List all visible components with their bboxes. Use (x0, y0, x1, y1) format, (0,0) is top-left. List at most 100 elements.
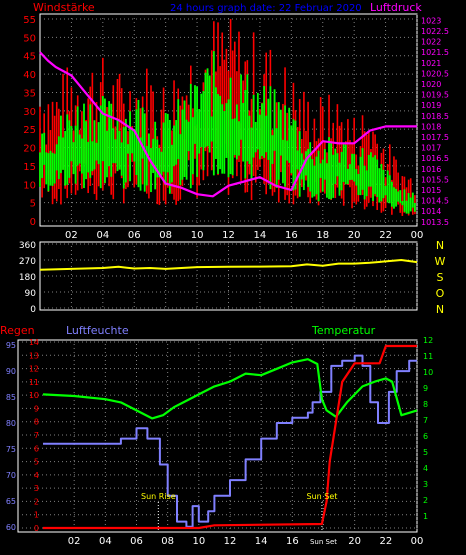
compass-label: N (436, 303, 444, 316)
pressure-line (39, 51, 417, 198)
x-tick-label: Sun Set (310, 538, 337, 546)
pressure-tick-label: 1021.5 (421, 48, 449, 57)
rain-tick-label: 5 (34, 458, 39, 467)
rain-tick-label: 7 (34, 431, 39, 440)
x-tick-label: 06 (128, 230, 141, 241)
rain-tick-label: 4 (34, 471, 39, 480)
x-tick-label: 14 (254, 230, 267, 241)
data-layer (39, 19, 418, 532)
pressure-tick-label: 1017.5 (421, 133, 449, 142)
x-tick-label: 02 (65, 230, 78, 241)
pressure-tick-label: 1014.5 (421, 197, 449, 206)
x-tick-label: 20 (348, 536, 361, 547)
wind-tick-label: 35 (23, 88, 36, 99)
pressure-tick-label: 1021 (421, 59, 441, 68)
humidity-tick-label: 70 (6, 471, 16, 480)
x-tick-label: 10 (192, 536, 205, 547)
x-tick-label: 22 (379, 536, 392, 547)
humidity-tick-label: 60 (6, 523, 16, 532)
wind-tick-label: 10 (23, 180, 36, 191)
compass-label: O (436, 287, 445, 300)
wind-tick-label: 15 (23, 162, 36, 173)
x-tick-label: 18 (316, 230, 329, 241)
direction-tick-label: 360 (19, 241, 36, 251)
x-tick-label: 02 (68, 536, 81, 547)
x-tick-label: 00 (411, 536, 424, 547)
rain-tick-label: 13 (29, 351, 39, 360)
rain-tick-label: 11 (29, 378, 39, 387)
temperature-tick-label: 8 (423, 400, 428, 409)
temperature-axis-title: Temperatur (311, 324, 376, 337)
compass-label: S (437, 271, 444, 284)
pressure-tick-label: 1023 (421, 16, 441, 25)
temperature-line (42, 358, 418, 420)
humidity-tick-label: 85 (6, 393, 16, 402)
rain-line (43, 344, 417, 530)
rain-tick-label: 12 (29, 365, 39, 374)
wind-tick-label: 50 (23, 33, 36, 44)
humidity-tick-label: 90 (6, 367, 16, 376)
pressure-tick-label: 1016 (421, 165, 441, 174)
x-tick-label: 20 (348, 230, 361, 241)
temperature-tick-label: 1 (423, 512, 428, 521)
wind-tick-label: 45 (23, 52, 36, 63)
pressure-tick-label: 1016.5 (421, 154, 449, 163)
x-tick-label: 00 (411, 230, 424, 241)
x-tick-label: 12 (222, 230, 235, 241)
pressure-tick-label: 1017 (421, 144, 441, 153)
pressure-tick-label: 1019 (421, 101, 441, 110)
pressure-axis-title: Luftdruck (370, 1, 422, 14)
rain-tick-label: 0 (34, 524, 39, 533)
temperature-tick-label: 3 (423, 480, 428, 489)
wind-tick-label: 40 (23, 70, 36, 81)
humidity-axis-title: Luftfeuchte (66, 324, 129, 337)
humidity-tick-label: 65 (6, 497, 16, 506)
x-tick-label: 08 (161, 536, 174, 547)
wind-tick-label: 55 (23, 15, 36, 26)
x-tick-label: 10 (191, 230, 204, 241)
wind-tick-label: 30 (23, 107, 36, 118)
pressure-tick-label: 1014 (421, 207, 441, 216)
x-tick-label: 08 (159, 230, 172, 241)
pressure-tick-label: 1018.5 (421, 112, 449, 121)
pressure-tick-label: 1019.5 (421, 91, 449, 100)
pressure-tick-label: 1013.5 (421, 218, 449, 227)
temperature-tick-label: 6 (423, 432, 428, 441)
wind-tick-label: 0 (30, 217, 36, 228)
axis-text-layer: 05101520253035404550551013.510141014.510… (6, 15, 449, 547)
rain-tick-label: 9 (34, 404, 39, 413)
rain-tick-label: 14 (29, 338, 39, 347)
x-tick-label: 04 (99, 536, 112, 547)
x-tick-label: 16 (285, 230, 298, 241)
compass-label: N (436, 239, 444, 252)
rain-tick-label: 3 (34, 484, 39, 493)
direction-tick-label: 90 (25, 289, 37, 299)
x-tick-label: 12 (224, 536, 237, 547)
rain-tick-label: 2 (34, 497, 39, 506)
humidity-tick-label: 80 (6, 419, 16, 428)
temperature-tick-label: 12 (423, 336, 433, 345)
compass-label: W (435, 255, 446, 268)
wind-tick-label: 5 (30, 199, 36, 210)
pressure-tick-label: 1020 (421, 80, 441, 89)
direction-tick-label: 180 (19, 273, 36, 283)
x-tick-label: 06 (130, 536, 143, 547)
pressure-tick-label: 1022.5 (421, 27, 449, 36)
wind-tick-label: 20 (23, 144, 36, 155)
humidity-tick-label: 95 (6, 341, 16, 350)
wind-direction-line (39, 259, 418, 271)
climate-panel-frame (17, 339, 418, 533)
temperature-tick-label: 10 (423, 368, 433, 377)
x-tick-label: 22 (379, 230, 392, 241)
rain-tick-label: 6 (34, 444, 39, 453)
pressure-tick-label: 1015 (421, 186, 441, 195)
pressure-tick-label: 1022 (421, 38, 441, 47)
graph-date-title: 24 hours graph date: 22 Februar 2020 (170, 3, 362, 14)
temperature-tick-label: 5 (423, 448, 428, 457)
x-tick-label: 16 (286, 536, 299, 547)
temperature-tick-label: 2 (423, 496, 428, 505)
sun-rise-label: Sun Rise (141, 492, 176, 501)
direction-tick-label: 0 (30, 305, 36, 315)
